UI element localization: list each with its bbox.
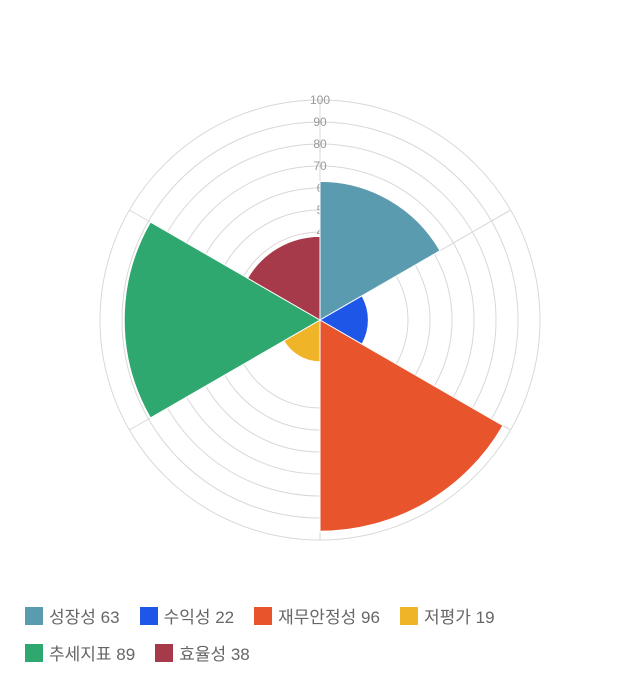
legend-swatch <box>25 644 43 662</box>
tick-label: 80 <box>313 137 327 151</box>
slices-group <box>124 181 503 531</box>
legend-swatch <box>140 607 158 625</box>
legend-label: 효율성 38 <box>179 640 250 665</box>
legend-label: 추세지표 89 <box>49 640 135 665</box>
legend-label: 저평가 19 <box>424 603 495 628</box>
legend-item-0: 성장성 63 <box>25 603 120 628</box>
legend-item-5: 효율성 38 <box>155 640 250 665</box>
legend-label: 성장성 63 <box>49 603 120 628</box>
legend-swatch <box>400 607 418 625</box>
tick-label: 70 <box>313 159 327 173</box>
legend-item-2: 재무안정성 96 <box>254 603 380 628</box>
legend-item-3: 저평가 19 <box>400 603 495 628</box>
legend-label: 재무안정성 96 <box>278 603 380 628</box>
slice-2 <box>320 320 503 531</box>
legend-item-1: 수익성 22 <box>140 603 235 628</box>
tick-label: 90 <box>313 115 327 129</box>
slice-0 <box>320 181 440 320</box>
legend-label: 수익성 22 <box>164 603 235 628</box>
polar-chart-svg: 456708090100 <box>0 0 640 580</box>
legend-swatch <box>155 644 173 662</box>
legend: 성장성 63 수익성 22 재무안정성 96 저평가 19 추세지표 89 효율성 38 <box>25 603 615 665</box>
legend-item-4: 추세지표 89 <box>25 640 135 665</box>
tick-label: 100 <box>310 93 330 107</box>
polar-chart-container: 456708090100 성장성 63수익성 22재무안정성 96저평가 19추… <box>0 0 640 700</box>
legend-swatch <box>254 607 272 625</box>
legend-swatch <box>25 607 43 625</box>
